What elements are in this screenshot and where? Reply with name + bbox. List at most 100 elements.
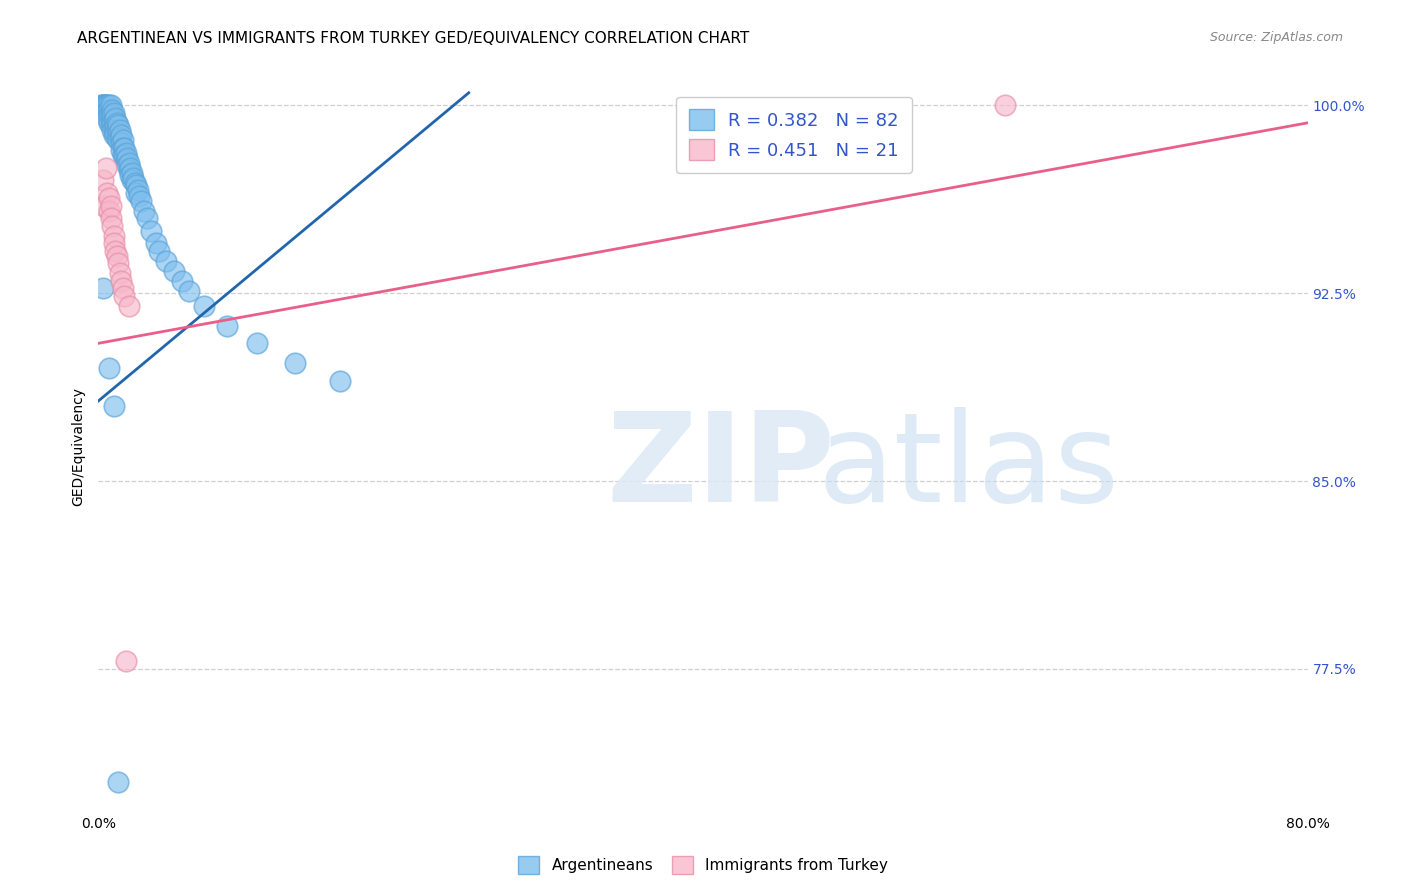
Point — [103, 228, 125, 243]
Point — [118, 156, 141, 170]
Point — [118, 299, 141, 313]
Point — [132, 203, 155, 218]
Point — [329, 374, 352, 388]
Point — [93, 103, 115, 118]
Point — [103, 106, 125, 120]
Point — [215, 318, 238, 333]
Point — [98, 108, 121, 122]
Point — [103, 113, 125, 128]
Point — [98, 103, 121, 118]
Point — [120, 161, 142, 175]
Point — [115, 151, 138, 165]
Point — [91, 173, 114, 187]
Point — [121, 173, 143, 187]
Point — [91, 98, 114, 112]
Text: Source: ZipAtlas.com: Source: ZipAtlas.com — [1209, 31, 1343, 45]
Point — [103, 399, 125, 413]
Point — [104, 244, 127, 258]
Text: ZIP: ZIP — [606, 408, 835, 528]
Legend: Argentineans, Immigrants from Turkey: Argentineans, Immigrants from Turkey — [512, 850, 894, 880]
Point — [94, 98, 117, 112]
Point — [105, 116, 128, 130]
Point — [148, 244, 170, 258]
Point — [141, 223, 163, 237]
Point — [193, 299, 215, 313]
Point — [125, 186, 148, 200]
Point — [94, 161, 117, 175]
Point — [103, 120, 125, 135]
Point — [100, 198, 122, 212]
Point — [125, 178, 148, 193]
Point — [91, 98, 114, 112]
Point — [100, 106, 122, 120]
Point — [127, 184, 149, 198]
Point — [112, 289, 135, 303]
Point — [246, 336, 269, 351]
Point — [114, 655, 136, 669]
Point — [107, 126, 129, 140]
Point — [100, 211, 122, 225]
Point — [108, 123, 131, 137]
Point — [107, 133, 129, 147]
Point — [111, 281, 134, 295]
Point — [110, 144, 132, 158]
Point — [93, 198, 115, 212]
Point — [104, 111, 127, 125]
Point — [93, 98, 115, 112]
Point — [108, 266, 131, 280]
Point — [104, 126, 127, 140]
Point — [96, 186, 118, 200]
Point — [98, 191, 121, 205]
Point — [135, 211, 157, 225]
Point — [101, 116, 124, 130]
Point — [112, 141, 135, 155]
Point — [112, 148, 135, 162]
Point — [145, 236, 167, 251]
Text: ARGENTINEAN VS IMMIGRANTS FROM TURKEY GED/EQUIVALENCY CORRELATION CHART: ARGENTINEAN VS IMMIGRANTS FROM TURKEY GE… — [77, 31, 749, 46]
Point — [105, 249, 128, 263]
Point — [129, 194, 152, 208]
Point — [122, 171, 145, 186]
Point — [108, 131, 131, 145]
Point — [111, 148, 134, 162]
Point — [103, 236, 125, 251]
Point — [994, 98, 1017, 112]
Point — [101, 219, 124, 233]
Legend: R = 0.382   N = 82, R = 0.451   N = 21: R = 0.382 N = 82, R = 0.451 N = 21 — [676, 96, 911, 173]
Point — [100, 111, 122, 125]
Point — [110, 136, 132, 150]
Point — [98, 203, 121, 218]
Point — [105, 131, 128, 145]
Point — [115, 158, 138, 172]
Point — [105, 123, 128, 137]
Point — [90, 98, 112, 112]
Point — [98, 98, 121, 112]
Point — [96, 111, 118, 125]
Point — [179, 284, 201, 298]
Point — [121, 166, 143, 180]
Point — [120, 169, 142, 183]
Text: atlas: atlas — [818, 408, 1121, 528]
Point — [111, 141, 134, 155]
Point — [110, 274, 132, 288]
Point — [107, 119, 129, 133]
Point — [114, 145, 136, 160]
Point — [100, 119, 122, 133]
Point — [155, 253, 177, 268]
Point — [107, 774, 129, 789]
Point — [94, 98, 117, 112]
Point — [111, 133, 134, 147]
Point — [124, 176, 146, 190]
Point — [101, 103, 124, 118]
Point — [118, 163, 141, 178]
Point — [114, 153, 136, 168]
Point — [163, 263, 186, 277]
Point — [98, 361, 121, 376]
Point — [101, 123, 124, 137]
Point — [170, 274, 193, 288]
Point — [98, 116, 121, 130]
Point — [110, 128, 132, 143]
Point — [94, 106, 117, 120]
Point — [284, 356, 307, 370]
Point — [100, 98, 122, 112]
